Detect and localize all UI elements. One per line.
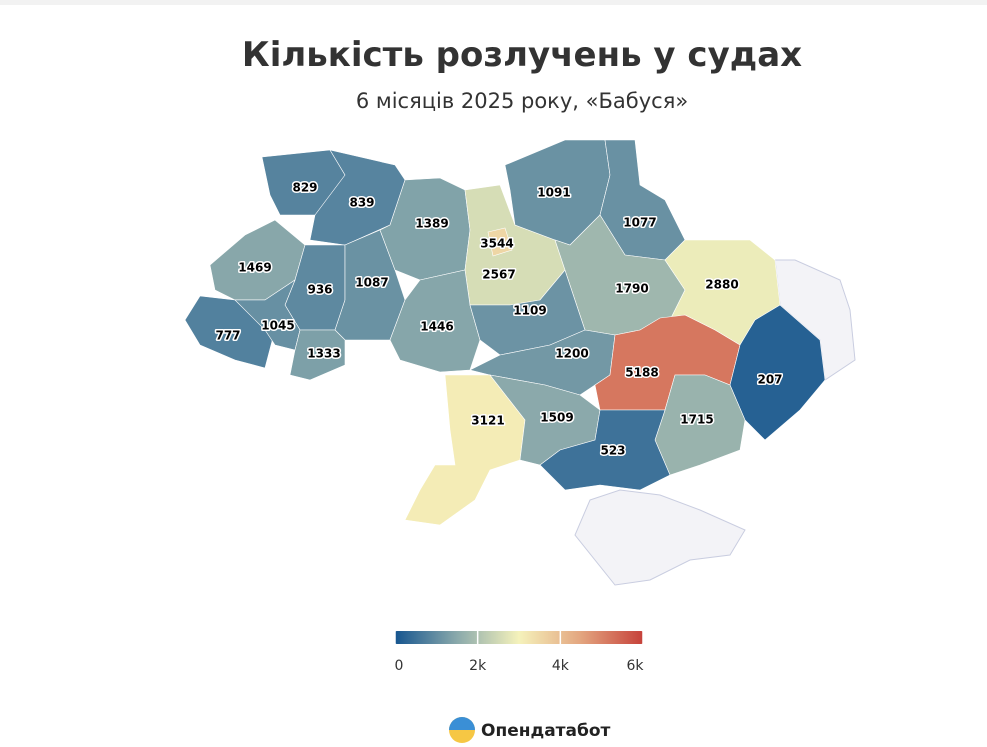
value-label: 829: [292, 181, 317, 195]
value-label: 3544: [480, 237, 513, 251]
brand-name: Опендатабот: [481, 721, 611, 741]
labels: 829 839 1469 936 1087 1389 2567 3544 777 1045 1333…: [214, 179, 784, 459]
value-label: 3121: [471, 414, 504, 428]
value-label: 1333: [307, 347, 340, 361]
chart-subtitle: 6 місяців 2025 року, «Бабуся»: [356, 89, 688, 113]
value-label: 1200: [555, 347, 588, 361]
value-label: 1087: [355, 276, 388, 290]
top-bar: [0, 0, 987, 5]
value-label: 2567: [482, 268, 515, 282]
value-label: 5188: [625, 366, 658, 380]
value-label: 1091: [537, 186, 570, 200]
no-data-region: [574, 489, 746, 586]
map: [184, 139, 856, 586]
chart-title: Кількість розлучень у судах: [242, 35, 802, 75]
colorbar-gradient: [395, 631, 643, 644]
brand-logo: Опендатабот: [449, 717, 611, 743]
value-label: 1109: [513, 304, 546, 318]
value-label: 207: [757, 373, 782, 387]
value-label: 523: [600, 444, 625, 458]
value-label: 1077: [623, 216, 656, 230]
region: [404, 374, 526, 526]
value-label: 777: [215, 329, 240, 343]
value-label: 1509: [540, 411, 573, 425]
value-label: 1469: [238, 261, 271, 275]
colorbar-tick-label: 4k: [552, 658, 570, 674]
value-label: 839: [349, 196, 374, 210]
value-label: 1446: [420, 320, 453, 334]
value-label: 936: [307, 283, 332, 297]
value-label: 1389: [415, 217, 448, 231]
value-label: 2880: [705, 278, 738, 292]
value-label: 1045: [261, 319, 294, 333]
region: [487, 227, 513, 257]
value-label: 1715: [680, 413, 713, 427]
colorbar-tick-label: 6k: [626, 658, 644, 674]
region: [289, 329, 346, 381]
region: [539, 409, 671, 491]
colorbar-tick-label: 0: [395, 658, 404, 674]
colorbar: 0 2k 4k 6k: [394, 631, 644, 674]
value-label: 1790: [615, 282, 648, 296]
colorbar-tick-label: 2k: [469, 658, 487, 674]
